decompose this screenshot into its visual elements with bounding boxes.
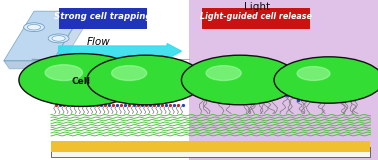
Bar <box>51 147 370 157</box>
Circle shape <box>87 55 204 105</box>
Polygon shape <box>4 11 83 61</box>
Text: Cell: Cell <box>72 77 91 86</box>
Bar <box>51 141 370 152</box>
Text: Light-guided cell release: Light-guided cell release <box>200 12 312 21</box>
Text: Strong cell trapping: Strong cell trapping <box>54 12 152 21</box>
Ellipse shape <box>27 24 40 30</box>
FancyArrow shape <box>59 44 181 59</box>
Ellipse shape <box>23 23 44 32</box>
Polygon shape <box>4 61 59 69</box>
Circle shape <box>274 57 378 103</box>
Text: Flow: Flow <box>87 37 110 47</box>
Circle shape <box>297 67 330 80</box>
Circle shape <box>181 55 299 105</box>
Polygon shape <box>53 11 89 69</box>
Bar <box>202 8 310 29</box>
Text: Light: Light <box>244 2 270 12</box>
Ellipse shape <box>48 34 69 43</box>
Circle shape <box>206 66 241 80</box>
Ellipse shape <box>52 36 65 41</box>
Circle shape <box>19 54 144 106</box>
Circle shape <box>45 65 82 80</box>
Bar <box>189 0 378 160</box>
Bar <box>59 8 147 29</box>
Circle shape <box>112 66 147 80</box>
Bar <box>52 58 57 60</box>
